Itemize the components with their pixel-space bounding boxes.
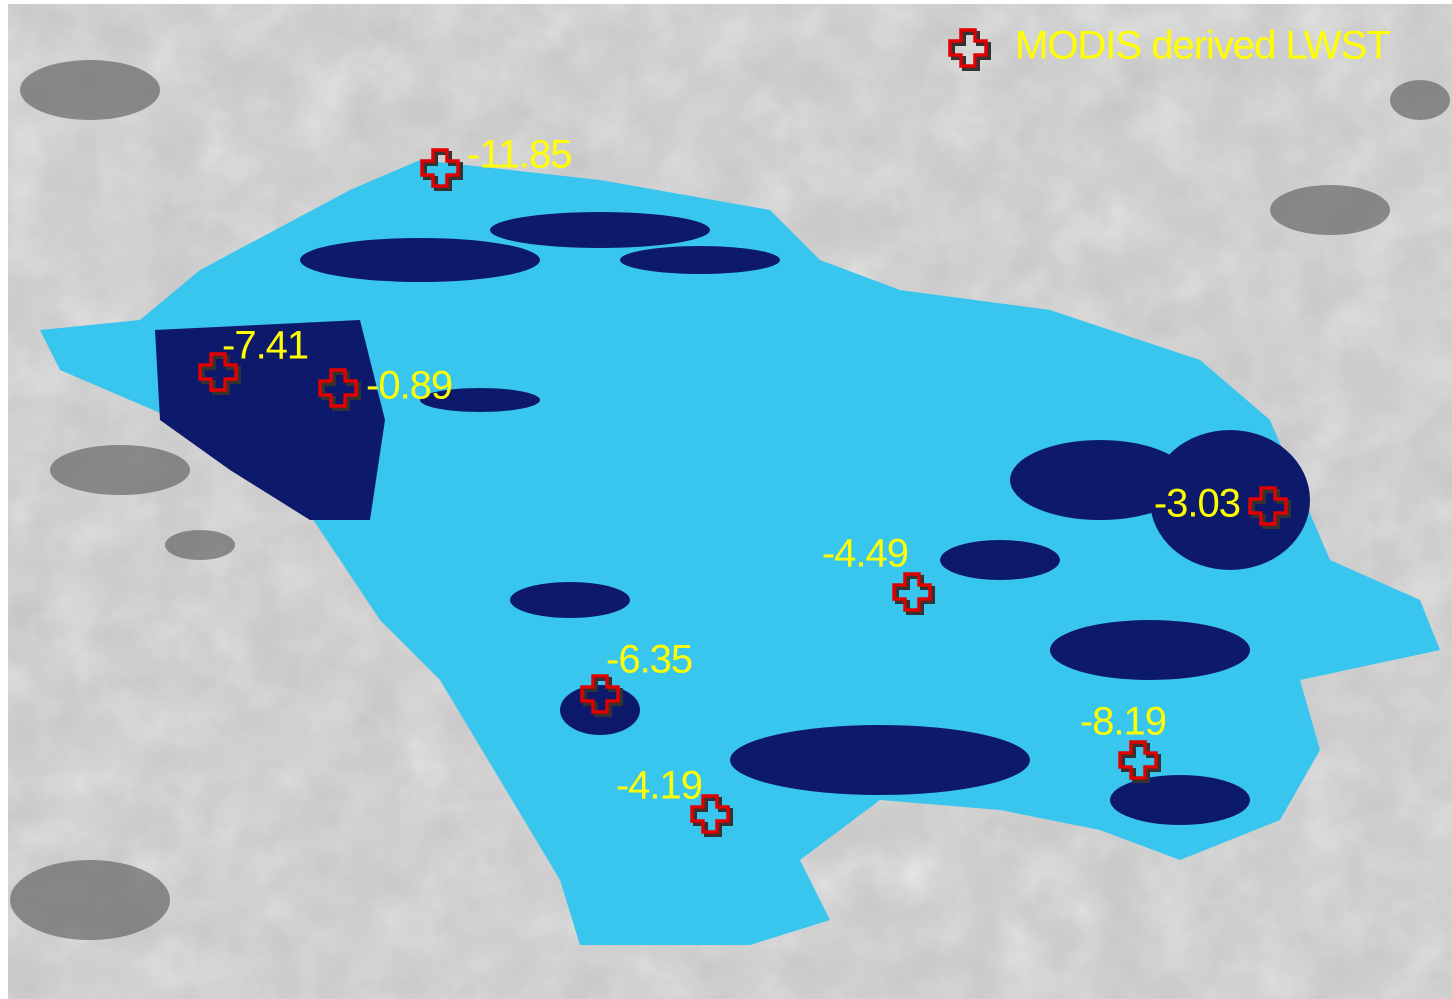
temperature-label: -8.19 (1080, 700, 1166, 744)
temperature-label: -3.03 (1154, 482, 1240, 526)
temperature-label: -0.89 (366, 364, 452, 408)
map: -11.85 -7.41 -0.89 -3.03 -4.49 -6.35 -8.19 -4.1… (0, 0, 1452, 999)
temperature-label: -6.35 (606, 638, 692, 682)
temperature-label: -11.85 (467, 133, 571, 177)
temperature-label: -7.41 (222, 324, 308, 368)
legend-label: MODIS derived LWST (1015, 24, 1390, 68)
temperature-label: -4.19 (616, 764, 702, 808)
temperature-label: -4.49 (822, 532, 908, 576)
